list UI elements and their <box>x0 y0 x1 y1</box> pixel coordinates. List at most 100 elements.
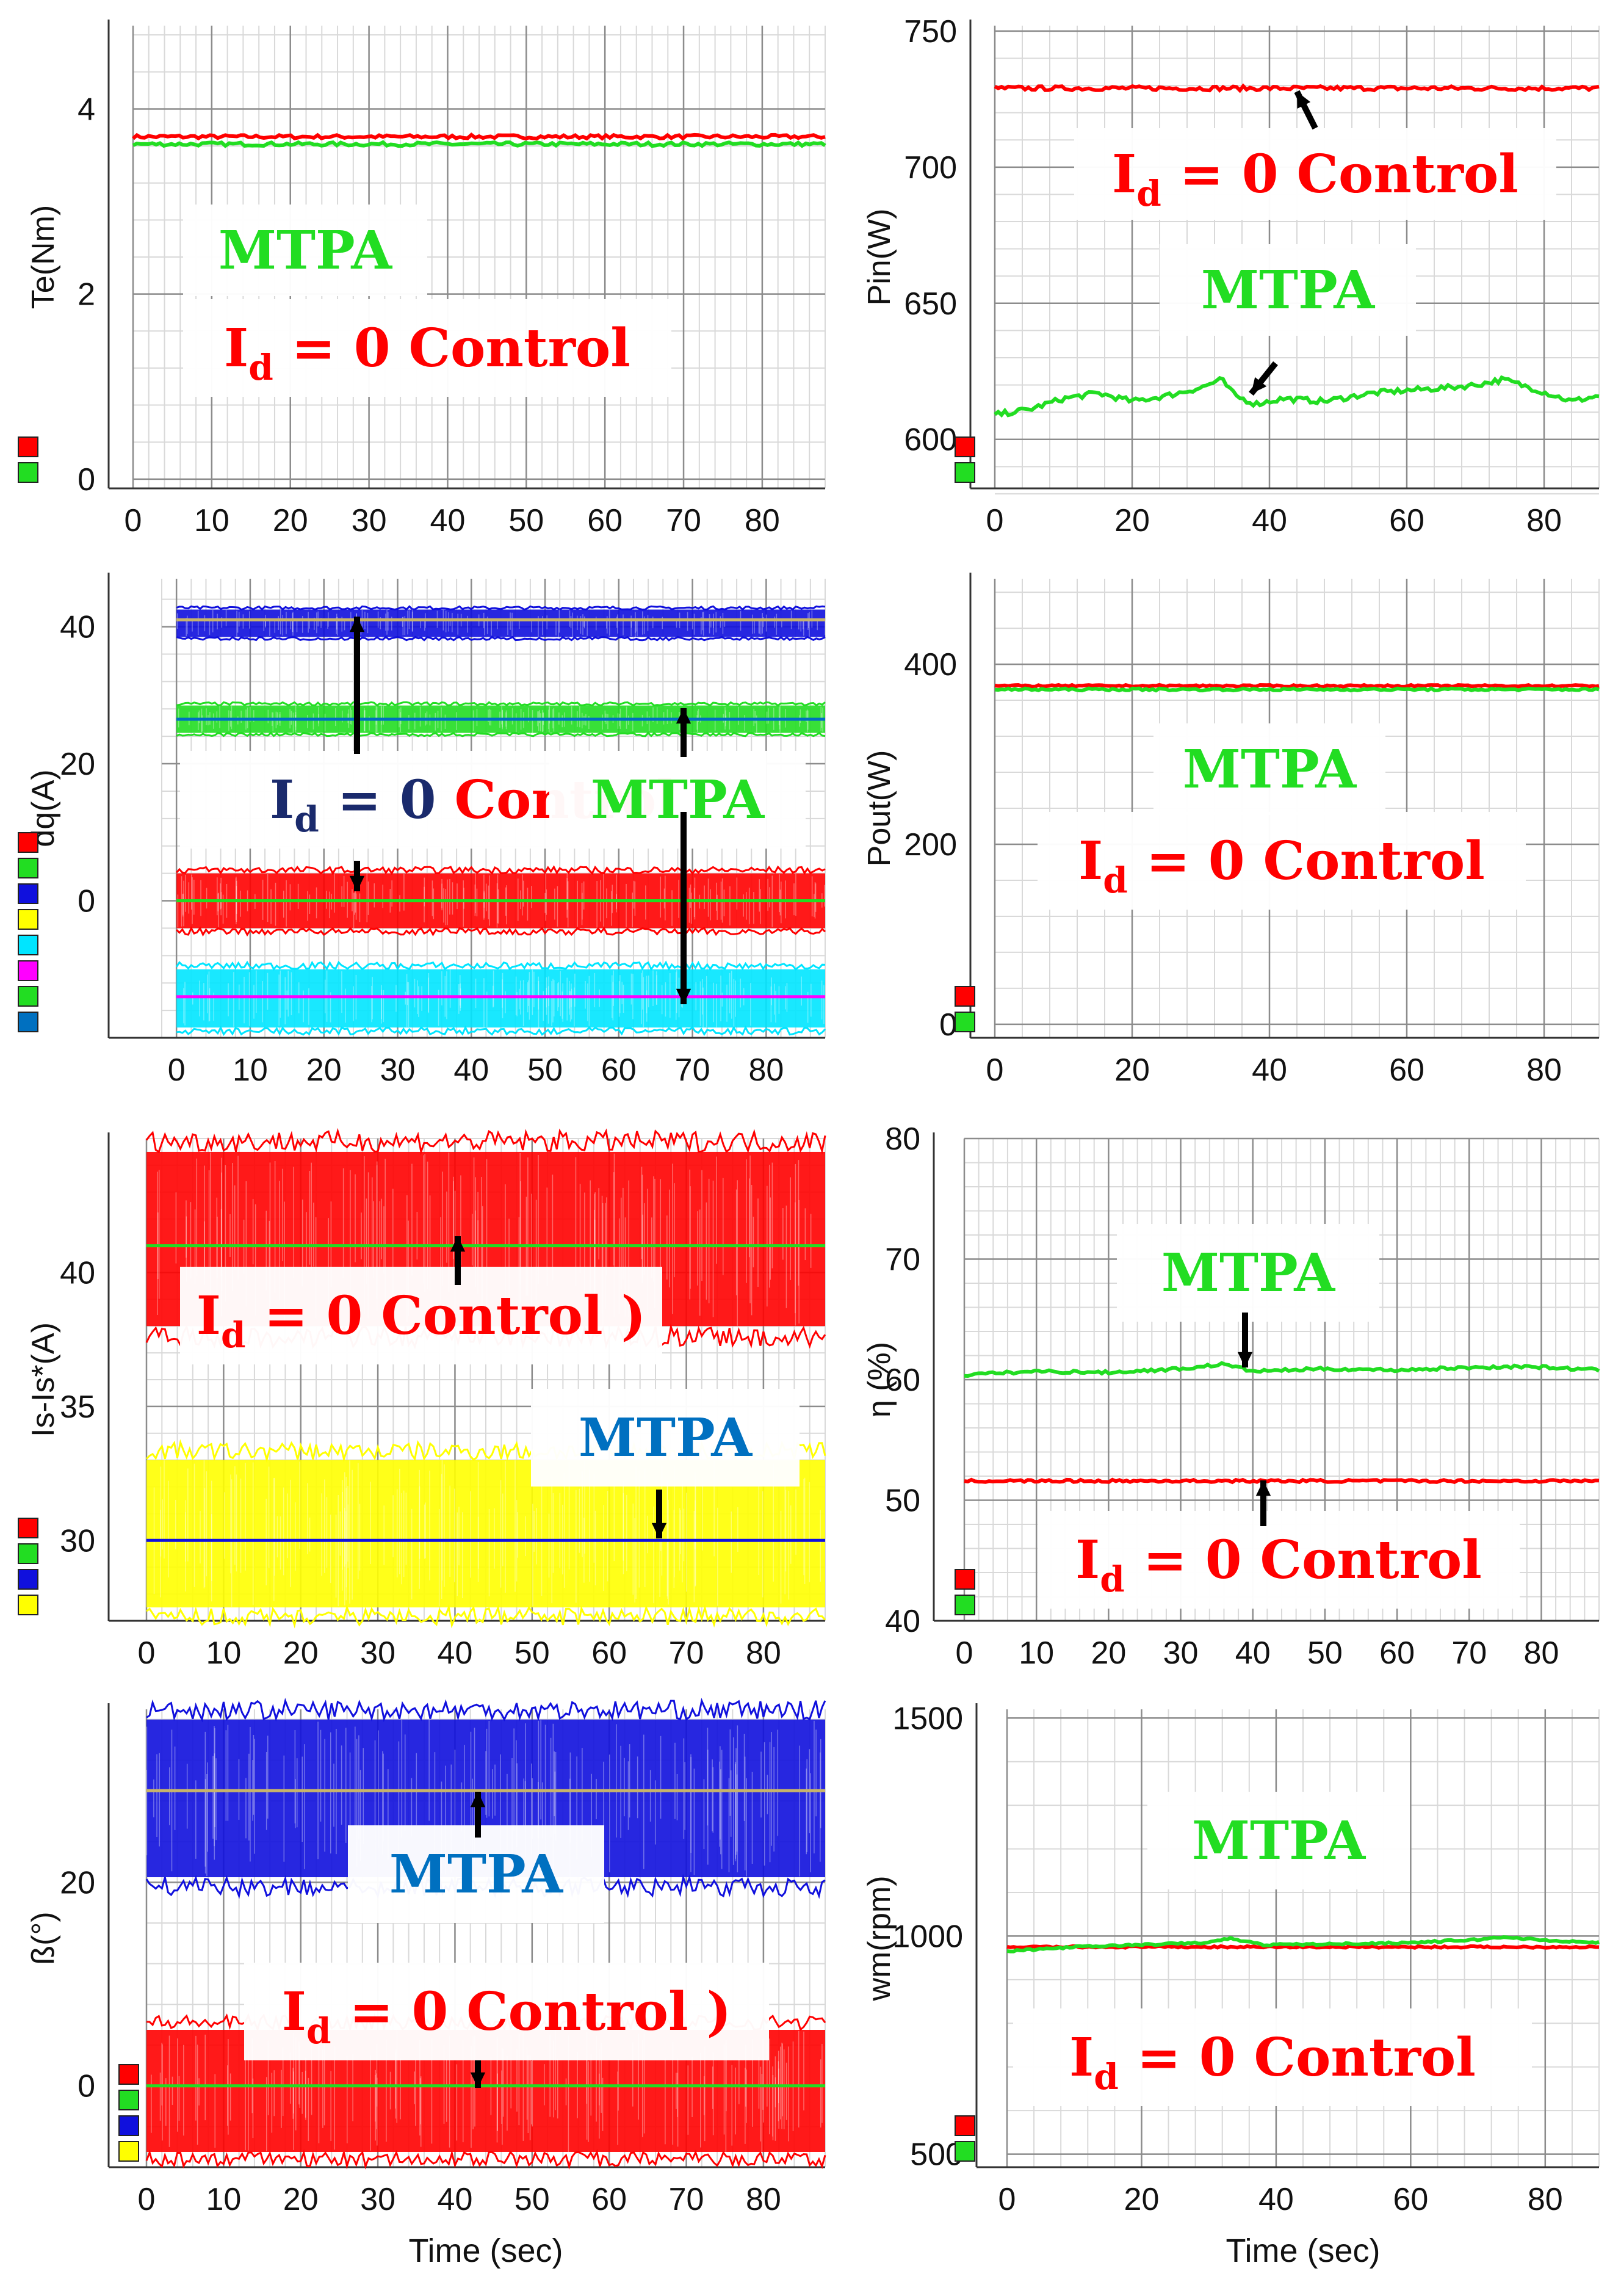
annotation-box <box>1038 812 1526 910</box>
x-tick-label: 40 <box>438 1635 473 1671</box>
x-tick-label: 80 <box>1526 503 1562 538</box>
annotation-arrowhead <box>1297 92 1311 109</box>
chart-te: 0 10 20 30 40 50 60 70 80 0 2 4 Te(Nm) MTPA Id = 0 Con… <box>18 20 826 538</box>
annotation-mtpa: MTPA <box>389 1844 564 1905</box>
annotation-id-control: Id = 0 Control <box>224 317 630 388</box>
series-band-edge <box>176 701 826 707</box>
legend-swatch-cyan <box>18 935 38 955</box>
annotation-box <box>1074 128 1556 220</box>
annotation-id-rest: = 0 <box>319 769 455 831</box>
annotation-arrowhead <box>1255 1480 1271 1496</box>
annotation-id-letter: I <box>1075 1529 1100 1591</box>
legend-swatch-yellow <box>18 909 38 930</box>
y-tick-label: 20 <box>60 1865 95 1900</box>
legend <box>118 2064 139 2162</box>
legend-swatch-red <box>955 986 975 1007</box>
annotation-id-rest: = 0 Control ) <box>331 1981 732 2043</box>
chart-eta: 0 10 20 30 40 50 60 70 80 40 50 60 70 80 η (%) MTPA Id =… <box>862 1121 1600 1671</box>
annotation-box <box>244 1963 769 2060</box>
series-band-cyan <box>176 969 826 1028</box>
series-band-blue <box>176 609 826 637</box>
series-line-red <box>994 83 1600 93</box>
x-tick-label: 60 <box>587 503 623 538</box>
annotation-mtpa: MTPA <box>1183 739 1357 800</box>
legend-swatch-red <box>118 2064 139 2085</box>
x-tick-label: 30 <box>1163 1635 1199 1671</box>
y-axis-label: Is-Is*(A) <box>26 1322 61 1437</box>
x-tick-label: 60 <box>1393 2182 1428 2217</box>
annotation-box <box>183 205 427 296</box>
x-tick-label: 70 <box>675 1052 710 1088</box>
x-tick-label: 10 <box>1019 1635 1054 1671</box>
x-tick-label: 50 <box>527 1052 563 1088</box>
x-tick-label: 50 <box>514 1635 550 1671</box>
x-tick-label: 10 <box>206 1635 241 1671</box>
x-tick-label: 0 <box>138 1635 156 1671</box>
annotation-box <box>183 299 671 397</box>
series-group <box>132 132 826 148</box>
annotation-id-control: Id = 0 Control <box>1075 1529 1482 1600</box>
annotation-mtpa: MTPA <box>218 220 393 281</box>
annotation-id-rest: = 0 Control <box>1125 1529 1482 1591</box>
y-axis-label: wm(rpm) <box>862 1875 897 2001</box>
series-group <box>994 83 1600 418</box>
series-line-green <box>994 375 1600 418</box>
x-tick-label: 40 <box>1235 1635 1271 1671</box>
series-band-edge <box>146 1604 826 1629</box>
x-tick-label: 0 <box>125 503 142 538</box>
annotation-mtpa: MTPA <box>1161 1242 1336 1304</box>
annotation-arrowhead <box>676 708 691 724</box>
annotation-mtpa: MTPA <box>579 1407 753 1469</box>
legend-swatch-green <box>18 462 38 483</box>
annotation-id-control: Id = 0 Control <box>1069 2027 1476 2098</box>
annotation-id-control: Id = 0 Control <box>1112 143 1518 214</box>
y-tick-label: 200 <box>904 827 957 863</box>
x-tick-label: 20 <box>273 503 308 538</box>
series-band-edge <box>176 731 826 737</box>
annotation-id-letter: I <box>282 1981 306 2043</box>
y-tick-label: 80 <box>885 1121 920 1157</box>
annotation-id-control: Id = 0 Control ) <box>197 1285 646 1356</box>
legend-swatch-yellow <box>118 2141 139 2162</box>
annotation-arrowhead <box>1237 1352 1253 1367</box>
legend-swatch-mtpa_blue <box>18 1012 38 1032</box>
x-tick-label: 30 <box>380 1052 416 1088</box>
x-tick-label: 40 <box>1258 2182 1294 2217</box>
annotation-box <box>1013 2008 1532 2106</box>
y-axis-label: Te(Nm) <box>26 205 61 309</box>
x-tick-label: 80 <box>746 2182 781 2217</box>
annotation-box <box>180 1267 662 1364</box>
annotation-id-sub: d <box>221 1314 246 1356</box>
x-tick-label: 80 <box>1528 2182 1563 2217</box>
annotation-id-sub: d <box>306 2010 331 2052</box>
series-line-green <box>994 686 1600 693</box>
annotation-id-control: Id = 0 Control ) <box>282 1981 732 2052</box>
series-line-red <box>132 132 826 141</box>
x-tick-label: 60 <box>591 2182 627 2217</box>
series-band-edge <box>176 926 826 937</box>
annotation-id-sub: d <box>1100 1559 1125 1600</box>
annotation-box <box>1038 1511 1520 1609</box>
x-tick-label: 60 <box>1389 503 1424 538</box>
annotation-id-rest: = 0 Control <box>273 317 630 379</box>
x-tick-label: 10 <box>194 503 229 538</box>
x-tick-label: 40 <box>453 1052 489 1088</box>
annotation-box <box>531 1389 800 1487</box>
legend <box>18 832 38 1032</box>
x-tick-label: 30 <box>360 2182 395 2217</box>
legend-swatch-red <box>955 2115 975 2136</box>
annotation-arrowhead <box>349 617 365 632</box>
x-tick-label: 0 <box>986 503 1004 538</box>
y-tick-label: 60 <box>885 1363 920 1398</box>
legend <box>955 986 975 1032</box>
x-tick-label: 0 <box>956 1635 973 1671</box>
annotation-box <box>549 751 806 849</box>
x-tick-label: 50 <box>514 2182 550 2217</box>
y-tick-label: 4 <box>78 92 95 127</box>
y-tick-label: 40 <box>60 610 95 645</box>
legend-swatch-blue <box>118 2115 139 2136</box>
annotation-arrowhead <box>651 1523 667 1538</box>
series-group <box>145 1128 826 1629</box>
annotation-id-rest: = 0 Control <box>1128 830 1485 892</box>
